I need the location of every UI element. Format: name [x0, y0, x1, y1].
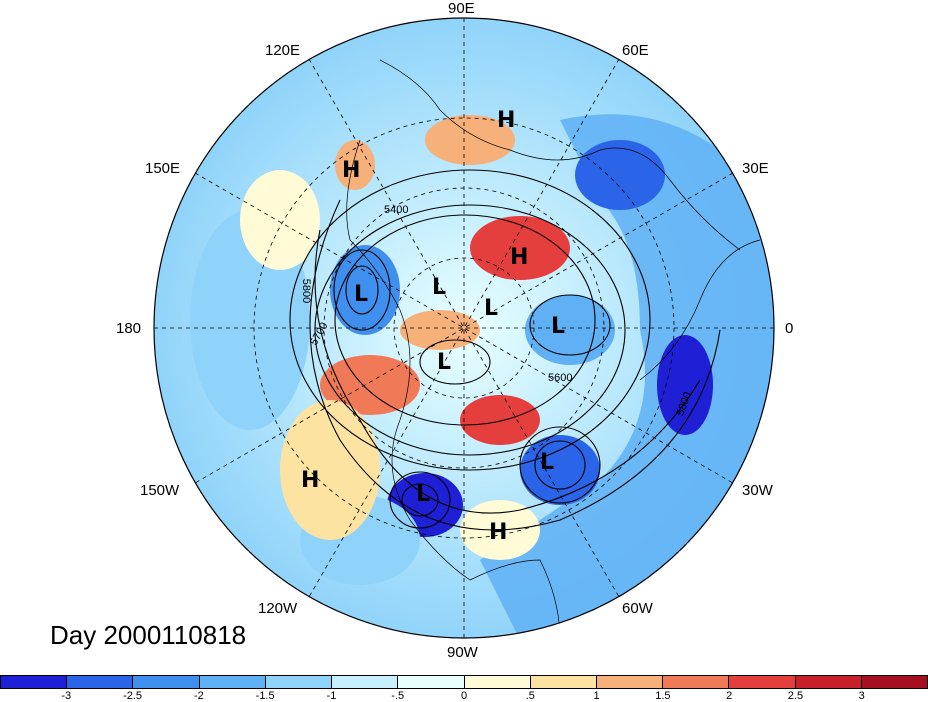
- colorbar-tick-label: -2.5: [123, 690, 143, 702]
- h-high-kamchatka: H: [342, 158, 361, 183]
- contour-label-5800-west: 5800: [300, 278, 313, 304]
- day-label: Day 2000110818: [50, 620, 247, 650]
- colorbar-swatch: [398, 676, 465, 688]
- colorbar-swatch: [861, 676, 928, 688]
- colorbar-tick-label: 1: [593, 690, 600, 702]
- colorbar-swatch: [530, 676, 597, 688]
- colorbar-tick-label: 0: [460, 690, 468, 702]
- lon-label-60e: 60E: [622, 42, 649, 59]
- l-low-bering: L: [354, 282, 369, 307]
- colorbar-swatch: [729, 676, 796, 688]
- lon-label-30w: 30W: [742, 482, 773, 499]
- l-low-arctic-1: L: [432, 275, 447, 300]
- colorbar-tick-label: -3: [61, 690, 72, 702]
- lon-label-150e: 150E: [145, 160, 181, 177]
- colorbar-tick-label: .5: [525, 690, 535, 702]
- lon-label-90w: 90W: [447, 644, 478, 661]
- lon-label-120w: 120W: [258, 600, 298, 617]
- colorbar-tick-label: -.5: [391, 690, 405, 702]
- lon-label-60w: 60W: [622, 600, 653, 617]
- colorbar-swatch: [1, 676, 68, 688]
- colorbar-tick-label: 1.5: [655, 690, 671, 702]
- l-low-usa: L: [416, 482, 431, 507]
- colorbar-swatch: [199, 676, 266, 688]
- lon-label-120e: 120E: [265, 42, 301, 59]
- lon-label-0: 0: [785, 320, 794, 337]
- h-high-central-asia: H: [510, 245, 529, 270]
- contour-label-5600: 5600: [548, 372, 573, 384]
- colorbar: [0, 675, 928, 689]
- lon-label-150w: 150W: [140, 482, 180, 499]
- colorbar-tick-label: -1: [326, 690, 337, 702]
- h-high-pacific: H: [301, 468, 320, 493]
- lon-label-30e: 30E: [742, 160, 769, 177]
- colorbar-swatch: [133, 676, 200, 688]
- colorbar-swatch: [464, 676, 531, 688]
- colorbar-swatch: [332, 676, 399, 688]
- l-low-hudson: L: [437, 350, 452, 375]
- colorbar-swatch: [265, 676, 333, 688]
- l-low-europe: L: [551, 314, 566, 339]
- colorbar-tick-label: 2.5: [787, 690, 804, 702]
- contour-label-5400: 5400: [384, 204, 409, 216]
- l-low-arctic-2: L: [484, 296, 499, 321]
- polar-map: [153, 17, 775, 639]
- colorbar-swatch: [663, 676, 730, 688]
- colorbar-swatch: [596, 676, 664, 688]
- lon-label-90e: 90E: [448, 0, 475, 17]
- h-high-asia-north: H: [497, 108, 516, 133]
- h-high-caribbean: H: [489, 520, 508, 545]
- colorbar-tick-label: 2: [726, 690, 733, 702]
- colorbar-swatch: [67, 676, 134, 688]
- colorbar-swatch: [795, 676, 862, 688]
- l-low-atlantic: L: [540, 450, 555, 475]
- colorbar-tick-label: -2: [193, 690, 204, 702]
- colorbar-tick-label: -1.5: [255, 690, 275, 702]
- colorbar-tick-label: 3: [858, 690, 865, 702]
- lon-label-180: 180: [116, 320, 142, 337]
